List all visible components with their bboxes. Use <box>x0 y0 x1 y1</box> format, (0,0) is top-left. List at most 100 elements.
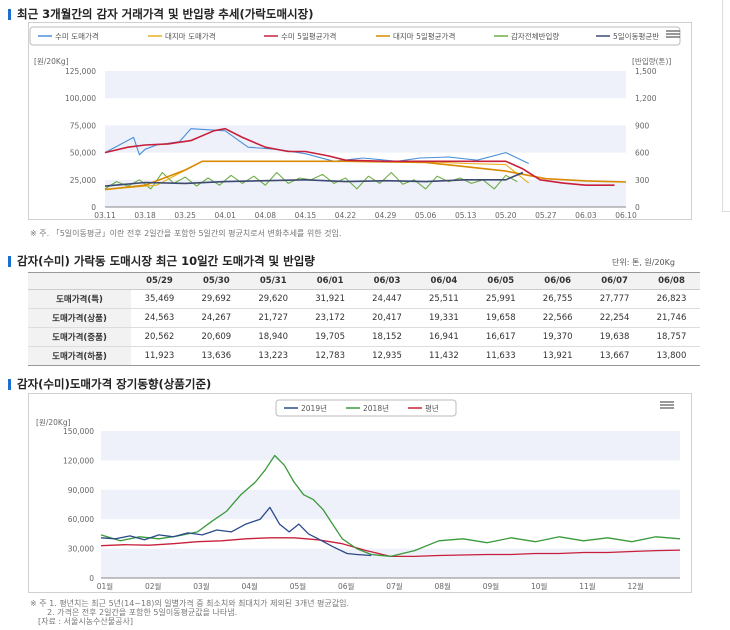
y-tick-label: 50,000 <box>70 149 96 158</box>
table-row-header: 도매가격(중품) <box>28 327 131 347</box>
table-cell: 19,658 <box>472 308 530 328</box>
table-cell: 24,267 <box>187 308 245 328</box>
table-cell: 13,800 <box>643 346 700 366</box>
price-table: 05/29 05/30 05/31 06/01 06/03 06/04 06/0… <box>28 272 700 366</box>
table-row-header: 도매가격(상품) <box>28 308 131 328</box>
table-cell: 24,563 <box>131 308 188 328</box>
x-tick-label: 05.20 <box>495 211 517 220</box>
legend-label: 대지마 5일평균가격 <box>393 31 455 41</box>
x-tick-label: 05.06 <box>415 211 437 220</box>
table-cell: 19,638 <box>586 327 644 347</box>
table-cell: 23,172 <box>301 308 359 328</box>
table-cell: 12,935 <box>358 346 416 366</box>
y-tick-label: 30,000 <box>68 545 94 554</box>
table-cell: 18,757 <box>643 327 700 347</box>
table-cell: 11,432 <box>415 346 473 366</box>
table-cell: 13,667 <box>586 346 644 366</box>
x-tick-label: 02월 <box>145 581 162 591</box>
table-cell: 13,636 <box>187 346 245 366</box>
series-line-5 <box>104 171 524 187</box>
table-cell: 11,923 <box>131 346 188 366</box>
table-column-header: 05/31 <box>244 272 302 290</box>
legend-label: 대지마 도매가격 <box>165 31 216 41</box>
x-tick-label: 06.03 <box>575 211 597 220</box>
table-cell: 12,783 <box>301 346 359 366</box>
section3-note2: 2. 가격은 전후 2일간을 포함한 5일이동평균값을 나타냄. <box>47 608 238 617</box>
x-tick-label: 05월 <box>290 581 307 591</box>
grid-band <box>101 431 680 461</box>
section3-note3: [자료 : 서울시농수산물공사] <box>38 617 133 626</box>
table-unit: 단위: 톤, 원/20Kg <box>612 258 675 267</box>
x-tick-label: 04.15 <box>295 211 317 220</box>
table-cell: 22,566 <box>529 308 587 328</box>
longterm-chart: 2019년 2018년 평년 [원/20Kg] 0 30,000 60,000 90,000 1… <box>28 393 692 593</box>
table-cell: 24,447 <box>358 289 416 309</box>
x-tick-label: 04월 <box>242 581 259 591</box>
table-cell: 20,562 <box>131 327 188 347</box>
y-tick-label-right: 300 <box>635 176 650 185</box>
table-cell: 21,746 <box>643 308 700 328</box>
table-column-header: 06/06 <box>529 272 587 290</box>
table-cell: 20,609 <box>187 327 245 347</box>
table-column-header: 06/08 <box>643 272 700 290</box>
table-cell: 25,511 <box>415 289 473 309</box>
section1-note: ※ 주. 「5일이동평균」이란 전후 2일간을 포함한 5일간의 평균치로서 변… <box>30 229 342 238</box>
y-tick-label: 0 <box>91 203 96 212</box>
section1-title: 최근 3개월간의 감자 거래가격 및 반입량 추세(가락도매시장) <box>8 6 313 22</box>
title-marker-icon <box>8 8 11 20</box>
table-row: 도매가격(하품) 11,923 13,636 13,223 12,783 12,935 11… <box>28 346 700 366</box>
table-column-header: 05/29 <box>131 272 188 290</box>
legend-label: 감자전체반입량 <box>511 31 559 41</box>
y-axis-label: [원/20Kg] <box>34 57 69 66</box>
table-cell: 35,469 <box>131 289 188 309</box>
section3-note1: ※ 주 1. 평년치는 최근 5년(14~18)의 일별가격 중 최소치와 최대… <box>30 599 350 608</box>
table-column-header: 06/05 <box>472 272 530 290</box>
x-tick-label: 09월 <box>483 581 500 591</box>
legend-label: 2018년 <box>363 403 389 413</box>
legend-label: 수미 5일평균가격 <box>281 31 336 41</box>
grid-band <box>101 489 680 520</box>
legend-label: 평년 <box>425 403 439 413</box>
y-tick-label: 100,000 <box>65 94 96 103</box>
table-header-row: 05/29 05/30 05/31 06/01 06/03 06/04 06/0… <box>28 272 700 290</box>
table-cell: 18,152 <box>358 327 416 347</box>
table-cell: 29,620 <box>244 289 302 309</box>
x-tick-label: 10월 <box>531 581 548 591</box>
table-cell: 26,823 <box>643 289 700 309</box>
table-cell: 20,417 <box>358 308 416 328</box>
series-line-1 <box>100 454 681 558</box>
y-tick-label-right: 1,200 <box>635 94 657 103</box>
table-row-header: 도매가격(특) <box>28 289 131 309</box>
y-axis-label: [원/20Kg] <box>36 418 71 427</box>
x-tick-label: 04.01 <box>214 211 236 220</box>
legend-label: 수미 도매가격 <box>55 31 99 41</box>
y-tick-label: 75,000 <box>70 121 96 130</box>
table-row: 도매가격(상품) 24,563 24,267 21,727 23,172 20,417 19… <box>28 308 700 328</box>
x-tick-label: 05.13 <box>455 211 477 220</box>
x-tick-label: 03월 <box>193 581 210 591</box>
x-tick-label: 01월 <box>97 581 114 591</box>
table-column-header: 06/07 <box>586 272 644 290</box>
x-tick-label: 12월 <box>628 581 645 591</box>
y-tick-label-right: 900 <box>635 121 650 130</box>
y-tick-label: 0 <box>89 574 94 583</box>
x-tick-label: 11월 <box>579 581 596 591</box>
table-cell: 26,755 <box>529 289 587 309</box>
y-tick-label-right: 0 <box>635 203 640 212</box>
y-tick-label: 60,000 <box>68 515 94 524</box>
x-tick-label: 05.27 <box>535 211 557 220</box>
table-corner <box>28 272 131 290</box>
section2-title: 감자(수미) 가락동 도매시장 최근 10일간 도매가격 및 반입량 <box>8 253 315 269</box>
section3-title: 감자(수미)도매가격 장기동향(상품기준) <box>8 376 211 392</box>
x-tick-label: 04.29 <box>375 211 397 220</box>
table-column-header: 06/04 <box>415 272 473 290</box>
grid-band <box>101 548 680 578</box>
table-cell: 31,921 <box>301 289 359 309</box>
table-cell: 19,705 <box>301 327 359 347</box>
table-cell: 13,921 <box>529 346 587 366</box>
x-tick-label: 06.10 <box>615 211 637 220</box>
y-tick-label: 150,000 <box>63 427 94 436</box>
table-cell: 29,692 <box>187 289 245 309</box>
legend-label: 2019년 <box>301 403 327 413</box>
x-tick-label: 08월 <box>435 581 452 591</box>
